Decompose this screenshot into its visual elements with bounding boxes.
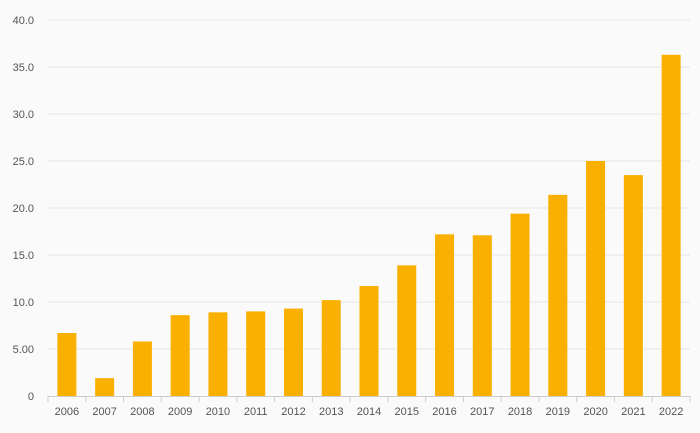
x-tick-label: 2013 <box>319 406 343 418</box>
y-tick-label: 30.0 <box>13 109 34 121</box>
bar-2009 <box>170 315 190 396</box>
bar-2011 <box>246 311 266 396</box>
x-tick-label: 2020 <box>583 406 607 418</box>
x-tick-label: 2006 <box>55 406 79 418</box>
x-tick-label: 2009 <box>168 406 192 418</box>
bar-2013 <box>321 300 341 396</box>
x-tick-label: 2010 <box>206 406 230 418</box>
bar-2010 <box>208 312 228 396</box>
bar-2014 <box>359 286 379 396</box>
bar-series <box>57 54 681 396</box>
x-tick-label: 2018 <box>508 406 532 418</box>
x-tick-label: 2021 <box>621 406 645 418</box>
y-tick-label: 20.0 <box>13 203 34 215</box>
x-axis-tick-labels: 2006 2007 2008 2009 2010 2011 2012 2013 2014 2015… <box>55 406 684 418</box>
x-tick-label: 2014 <box>357 406 381 418</box>
bar-2012 <box>283 308 303 396</box>
bar-2016 <box>435 234 455 396</box>
y-tick-label: 40.0 <box>13 15 34 27</box>
y-tick-label: 15.0 <box>13 250 34 262</box>
x-tick-label: 2008 <box>130 406 154 418</box>
x-tick-label: 2017 <box>470 406 494 418</box>
x-tick-label: 2022 <box>659 406 683 418</box>
bar-2015 <box>397 265 417 396</box>
bar-2022 <box>661 54 681 396</box>
y-tick-label: 10.0 <box>13 297 34 309</box>
x-tick-label: 2019 <box>546 406 570 418</box>
x-tick-label: 2007 <box>92 406 116 418</box>
y-tick-label: 35.0 <box>13 62 34 74</box>
y-tick-label: 5.00 <box>13 344 34 356</box>
y-tick-label: 25.0 <box>13 156 34 168</box>
bar-2006 <box>57 333 77 396</box>
bar-2021 <box>623 175 643 396</box>
x-tick-label: 2012 <box>281 406 305 418</box>
x-tick-label: 2016 <box>432 406 456 418</box>
y-tick-label: 0 <box>28 391 34 403</box>
x-tick-label: 2015 <box>395 406 419 418</box>
y-axis-tick-labels: 0 5.00 10.0 15.0 20.0 25.0 30.0 35.0 40.0 <box>13 15 34 403</box>
bar-2007 <box>95 378 115 396</box>
bar-2018 <box>510 213 530 396</box>
x-tick-label: 2011 <box>244 406 268 418</box>
bar-2008 <box>132 341 152 396</box>
grid-lines <box>48 19 690 350</box>
bar-2019 <box>548 194 568 396</box>
bar-2017 <box>472 235 492 396</box>
x-axis <box>47 396 691 402</box>
bar-2020 <box>586 161 606 396</box>
